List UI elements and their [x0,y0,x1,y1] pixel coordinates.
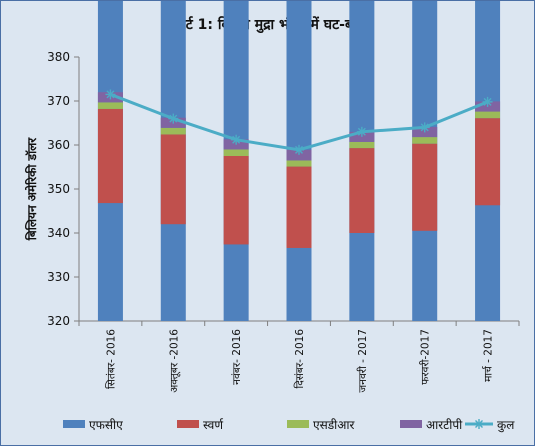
legend-label: एसडीआर [313,418,356,432]
y-axis-label: बिलियन अमेरिकी डॉलर [25,137,39,242]
x-tick-label: फरवरी-2017 [419,329,432,385]
legend-swatch [287,420,309,428]
x-tick-label: दिसंबर- 2016 [293,329,306,389]
legend-label: कुल [497,418,515,433]
y-tick-label: 350 [47,182,70,196]
y-tick-label: 320 [47,314,70,328]
total-point-marker [168,113,179,124]
y-tick-label: 370 [47,94,70,108]
bar-segment [412,143,438,231]
bar-segment [286,149,312,161]
y-tick-label: 360 [47,138,70,152]
bar-segment [223,149,249,156]
bar-segment [349,141,375,149]
bar-segment [223,156,249,245]
legend-swatch [63,420,85,428]
legend-label: आरटीपी [426,418,463,432]
x-tick-label: जनवरी - 2017 [356,329,369,393]
total-point-marker [482,96,493,107]
y-tick-label: 340 [47,226,70,240]
total-point-marker [294,144,304,155]
total-point-marker [419,122,430,133]
plot-area: 320 330 340 350 360 370 380 सितंबर- 2016 अक्तूबर… [47,1,520,393]
bar-segment [412,137,438,144]
legend-label: एफसीए [89,418,123,432]
legend-label: स्वर्ण [203,418,224,432]
bar-segment [160,134,186,225]
chart-title: चार्ट 1: विदेशी मुद्रा भंडार में घट-बढ़ [172,16,362,34]
legend-swatch [177,420,199,428]
total-point-marker [356,126,367,137]
y-tick-label: 380 [47,50,70,64]
x-tick-label: अक्तूबर -2016 [168,329,180,393]
total-point-marker [105,89,116,100]
bar-segment [97,108,123,204]
bar-segment [475,118,501,206]
total-point-marker [231,134,242,145]
x-tick-label: मार्च - 2017 [482,329,495,382]
bar-segment [97,102,123,109]
bar-segment [349,148,375,233]
bar-segment [349,131,375,142]
x-tick-label: सितंबर- 2016 [104,329,117,389]
legend-swatch [400,420,422,428]
x-tick-label: नवंबर- 2016 [231,329,243,385]
bar-segment [286,160,312,167]
legend: एफसीए स्वर्ण एसडीआर आरटीपी कुल [63,418,515,433]
legend-marker [474,419,484,429]
bar-segment [475,111,501,119]
y-tick-label: 330 [47,270,70,284]
bar-segment [286,166,312,248]
bar-segment [160,127,186,135]
